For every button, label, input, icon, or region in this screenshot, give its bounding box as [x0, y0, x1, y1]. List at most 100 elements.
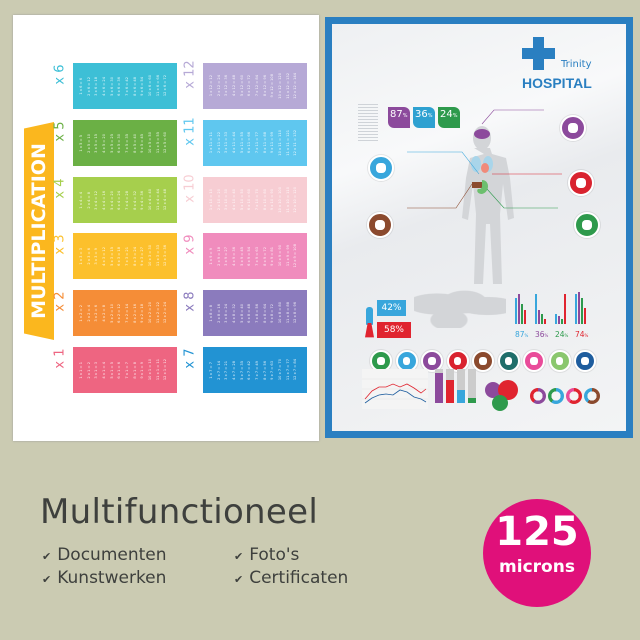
times-table-row: 10 x 4 = 40	[147, 189, 152, 211]
times-table-row: 12 x 8 = 96	[293, 302, 298, 324]
times-table-row: 9 x 6 = 54	[140, 76, 145, 96]
stacked-bars	[435, 369, 477, 403]
info-text-block	[358, 104, 378, 142]
female-percent: 58%	[377, 322, 411, 338]
bar	[578, 292, 580, 324]
bar-group-label: 87%	[515, 330, 529, 339]
times-table-row: 12 x 5 = 60	[163, 132, 168, 154]
checkmark-icon: ✔	[234, 550, 244, 563]
times-table-row: 1 x 4 = 4	[79, 191, 83, 209]
times-table-label: x 10	[182, 174, 198, 203]
times-table-row: 3 x 4 = 12	[94, 190, 99, 210]
times-table-row: 10 x 1 = 10	[147, 359, 152, 381]
hospital-poster-frame: Trinity HOSPITAL 87% 36% 24%	[325, 17, 633, 438]
thickness-badge: 125 microns	[483, 499, 591, 607]
times-table-row: 7 x 12 = 84	[254, 75, 259, 97]
times-table-card: 1 x 10 = 10 2 x 10 = 20 3 x 10 = 30 4 x 10 …	[203, 177, 307, 223]
line-chart	[362, 369, 428, 409]
times-table-row: 9 x 2 = 18	[140, 303, 145, 323]
times-table-label: x 4	[52, 178, 68, 199]
times-table-row: 6 x 2 = 12	[117, 303, 122, 323]
times-table-row: 1 x 8 = 8	[209, 304, 213, 322]
bar	[538, 310, 540, 324]
times-table-row: 1 x 11 = 11	[209, 132, 213, 154]
times-table-row: 3 x 12 = 36	[224, 75, 229, 97]
times-table-label: x 5	[52, 121, 68, 142]
times-table-row: 1 x 2 = 2	[79, 304, 83, 322]
human-body-silhouette	[462, 126, 514, 284]
liver-icon	[472, 350, 494, 372]
times-table-row: 6 x 8 = 48	[247, 303, 252, 323]
times-table-row: 10 x 11 = 110	[277, 130, 282, 156]
times-table-row: 7 x 4 = 28	[124, 190, 129, 210]
feature-item: ✔ Kunstwerken	[42, 568, 167, 588]
times-table-row: 10 x 5 = 50	[147, 132, 152, 154]
bar	[515, 298, 517, 324]
times-table-row: 10 x 7 = 70	[277, 359, 282, 381]
times-table-row: 4 x 1 = 4	[101, 361, 106, 379]
times-table-row: 10 x 2 = 20	[147, 302, 152, 324]
brand-large: HOSPITAL	[522, 75, 592, 91]
times-table-row: 4 x 7 = 28	[231, 360, 236, 380]
times-table-row: 9 x 7 = 63	[270, 360, 275, 380]
times-table-row: 10 x 8 = 80	[277, 302, 282, 324]
times-table-row: 12 x 1 = 12	[163, 359, 168, 381]
man-icon	[366, 307, 373, 325]
times-table-card: 1 x 11 = 11 2 x 11 = 22 3 x 11 = 33 4 x 11 …	[203, 120, 307, 166]
times-table-row: 7 x 3 = 21	[124, 246, 129, 266]
line-series-red	[364, 383, 427, 400]
medical-cross-icon	[522, 37, 555, 70]
times-table-row: 6 x 3 = 18	[117, 246, 122, 266]
stat-box: 87%	[388, 107, 410, 128]
times-table-row: 1 x 3 = 3	[79, 247, 83, 265]
badge-number: 125	[495, 509, 579, 555]
bar	[544, 319, 546, 324]
bar	[535, 294, 537, 324]
times-table-row: 4 x 12 = 48	[231, 75, 236, 97]
times-table-row: 4 x 6 = 24	[101, 76, 106, 96]
times-table-row: 6 x 11 = 66	[247, 132, 252, 154]
woman-icon	[365, 323, 374, 338]
checkmark-icon: ✔	[234, 573, 244, 586]
donut-chart	[584, 388, 600, 404]
stat-box: 36%	[413, 107, 435, 128]
times-table-row: 3 x 10 = 30	[224, 189, 229, 211]
bar-group-label: 36%	[535, 330, 549, 339]
times-table-row: 9 x 3 = 27	[140, 246, 145, 266]
times-table-row: 9 x 11 = 99	[270, 132, 275, 154]
times-table-row: 3 x 6 = 18	[94, 76, 99, 96]
bar	[555, 314, 557, 324]
feature-item: ✔ Documenten	[42, 545, 167, 565]
times-table-row: 12 x 12 = 144	[293, 73, 298, 99]
multiplication-title-banner: MULTIPLICATION	[24, 122, 54, 340]
heart-icon	[568, 170, 594, 196]
times-table-row: 12 x 4 = 48	[163, 189, 168, 211]
times-table-row: 4 x 2 = 8	[101, 304, 106, 322]
times-table-row: 4 x 8 = 32	[231, 303, 236, 323]
times-table-row: 9 x 8 = 72	[270, 303, 275, 323]
times-table-label: x 2	[52, 291, 68, 312]
bar-chart-groups	[515, 292, 586, 324]
liver-icon	[367, 212, 393, 238]
times-table-row: 6 x 1 = 6	[117, 361, 122, 379]
times-table-row: 12 x 9 = 108	[293, 244, 298, 268]
tooth-icon	[497, 350, 520, 372]
stomach-icon	[574, 212, 600, 238]
times-table-row: 9 x 1 = 9	[140, 361, 145, 379]
times-table-row: 6 x 9 = 54	[247, 246, 252, 266]
world-map	[414, 288, 506, 328]
line-series-blue	[364, 389, 427, 404]
bar	[575, 294, 577, 324]
times-table-row: 6 x 4 = 24	[117, 190, 122, 210]
times-table-row: 12 x 3 = 36	[163, 245, 168, 267]
times-table-label: x 3	[52, 234, 68, 255]
lungs-icon	[368, 155, 394, 181]
times-table-label: x 11	[182, 117, 198, 146]
bar	[581, 298, 583, 324]
